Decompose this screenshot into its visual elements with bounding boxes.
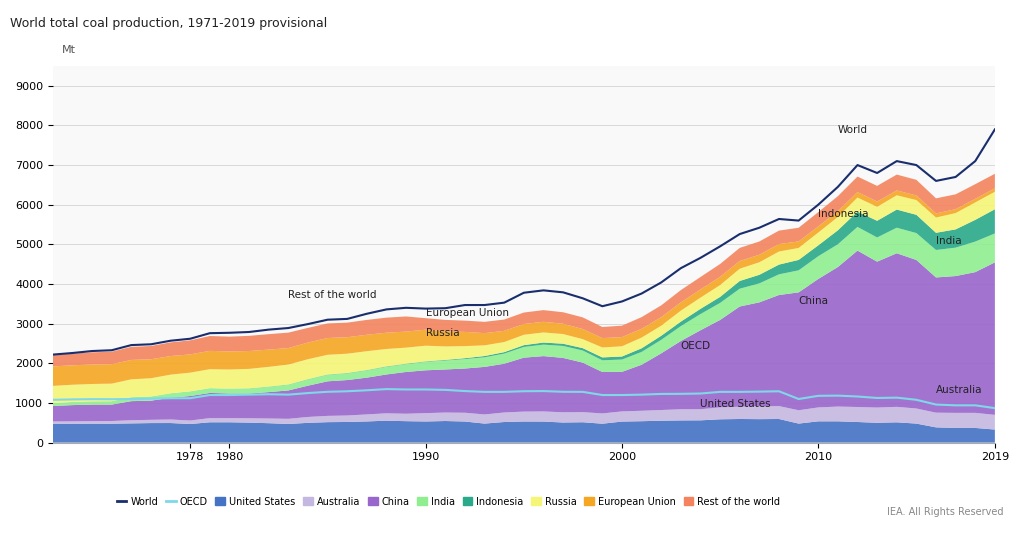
Text: India: India [936, 236, 962, 246]
Text: Australia: Australia [936, 385, 982, 395]
Text: Russia: Russia [426, 328, 460, 338]
Text: IEA. All Rights Reserved: IEA. All Rights Reserved [887, 507, 1004, 517]
Text: United States: United States [700, 399, 771, 409]
Text: Mt: Mt [62, 45, 76, 55]
Text: World total coal production, 1971-2019 provisional: World total coal production, 1971-2019 p… [10, 17, 328, 30]
Text: Rest of the world: Rest of the world [289, 290, 377, 300]
Text: Indonesia: Indonesia [818, 209, 868, 218]
Text: World: World [838, 125, 868, 136]
Legend: World, OECD, United States, Australia, China, India, Indonesia, Russia, European: World, OECD, United States, Australia, C… [113, 493, 784, 511]
Text: China: China [799, 296, 828, 306]
Text: European Union: European Union [426, 308, 509, 318]
Text: OECD: OECD [681, 342, 711, 352]
